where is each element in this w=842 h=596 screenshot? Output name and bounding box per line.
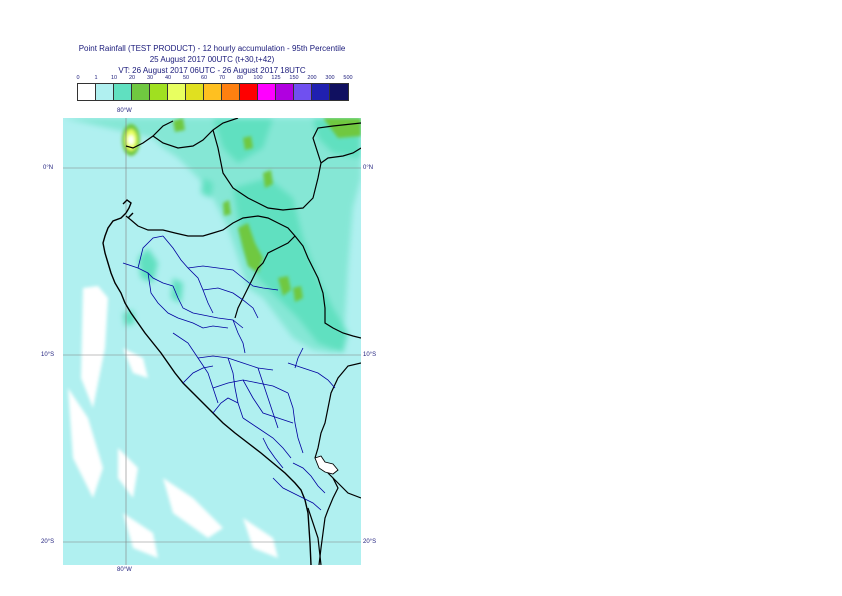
lat-label-left-20s: 20°S	[41, 539, 55, 545]
lake-titicaca	[314, 455, 339, 475]
legend-swatch	[204, 84, 222, 100]
legend-label: 10	[110, 75, 118, 81]
title-line-1: Point Rainfall (TEST PRODUCT) - 12 hourl…	[78, 44, 346, 53]
legend-bar	[77, 83, 349, 101]
legend-label: 1	[94, 75, 98, 81]
legend-label: 0	[76, 75, 80, 81]
regional-borders	[122, 235, 336, 511]
legend-label: 500	[343, 75, 353, 81]
title-line-2: 25 August 2017 00UTC (t+30,t+42)	[149, 55, 275, 64]
legend-label: 50	[182, 75, 190, 81]
legend-swatch	[132, 84, 150, 100]
legend-label: 80	[236, 75, 244, 81]
legend-label: 100	[253, 75, 263, 81]
legend-swatch	[258, 84, 276, 100]
legend-swatch	[240, 84, 258, 100]
lat-label-right-20s: 20°S	[363, 539, 377, 545]
legend-label: 300	[325, 75, 335, 81]
legend-label: 200	[307, 75, 317, 81]
legend-swatch	[312, 84, 330, 100]
legend-swatch	[186, 84, 204, 100]
legend-label: 125	[271, 75, 281, 81]
white-dry-areas	[68, 286, 278, 558]
lon-label-bottom: 80°W	[117, 567, 132, 573]
legend-label: 40	[164, 75, 172, 81]
color-legend: 0 1 10 20 30 40 50 60 70 80 100 125 150 200 300 500	[76, 75, 353, 103]
legend-swatch	[114, 84, 132, 100]
legend-swatch	[276, 84, 294, 100]
lat-label-right-10s: 10°S	[363, 352, 377, 358]
map-svg	[63, 118, 361, 565]
rain-heavy-patches	[173, 118, 361, 302]
legend-swatch	[330, 84, 348, 100]
legend-swatch	[222, 84, 240, 100]
legend-swatch	[96, 84, 114, 100]
legend-label: 70	[218, 75, 226, 81]
legend-swatch	[78, 84, 96, 100]
legend-swatch	[294, 84, 312, 100]
legend-label: 60	[200, 75, 208, 81]
legend-label: 150	[289, 75, 299, 81]
legend-label: 20	[128, 75, 136, 81]
rainfall-map: 80°W 80°W 0°N 10°S 20°S 0°N 10°S 20°S	[41, 108, 376, 573]
lat-label-right-0: 0°N	[363, 165, 374, 171]
lat-label-left-10s: 10°S	[41, 352, 55, 358]
coastline	[102, 199, 312, 565]
legend-label: 30	[146, 75, 154, 81]
rain-peak-patch	[122, 124, 140, 156]
legend-swatch	[150, 84, 168, 100]
title-line-3: VT: 26 August 2017 06UTC - 26 August 201…	[118, 66, 306, 75]
legend-swatch	[168, 84, 186, 100]
chart-title: Point Rainfall (TEST PRODUCT) - 12 hourl…	[62, 43, 362, 76]
lat-label-left-0: 0°N	[43, 165, 54, 171]
lon-label-top: 80°W	[117, 108, 132, 114]
lat-lon-grid	[63, 118, 361, 565]
